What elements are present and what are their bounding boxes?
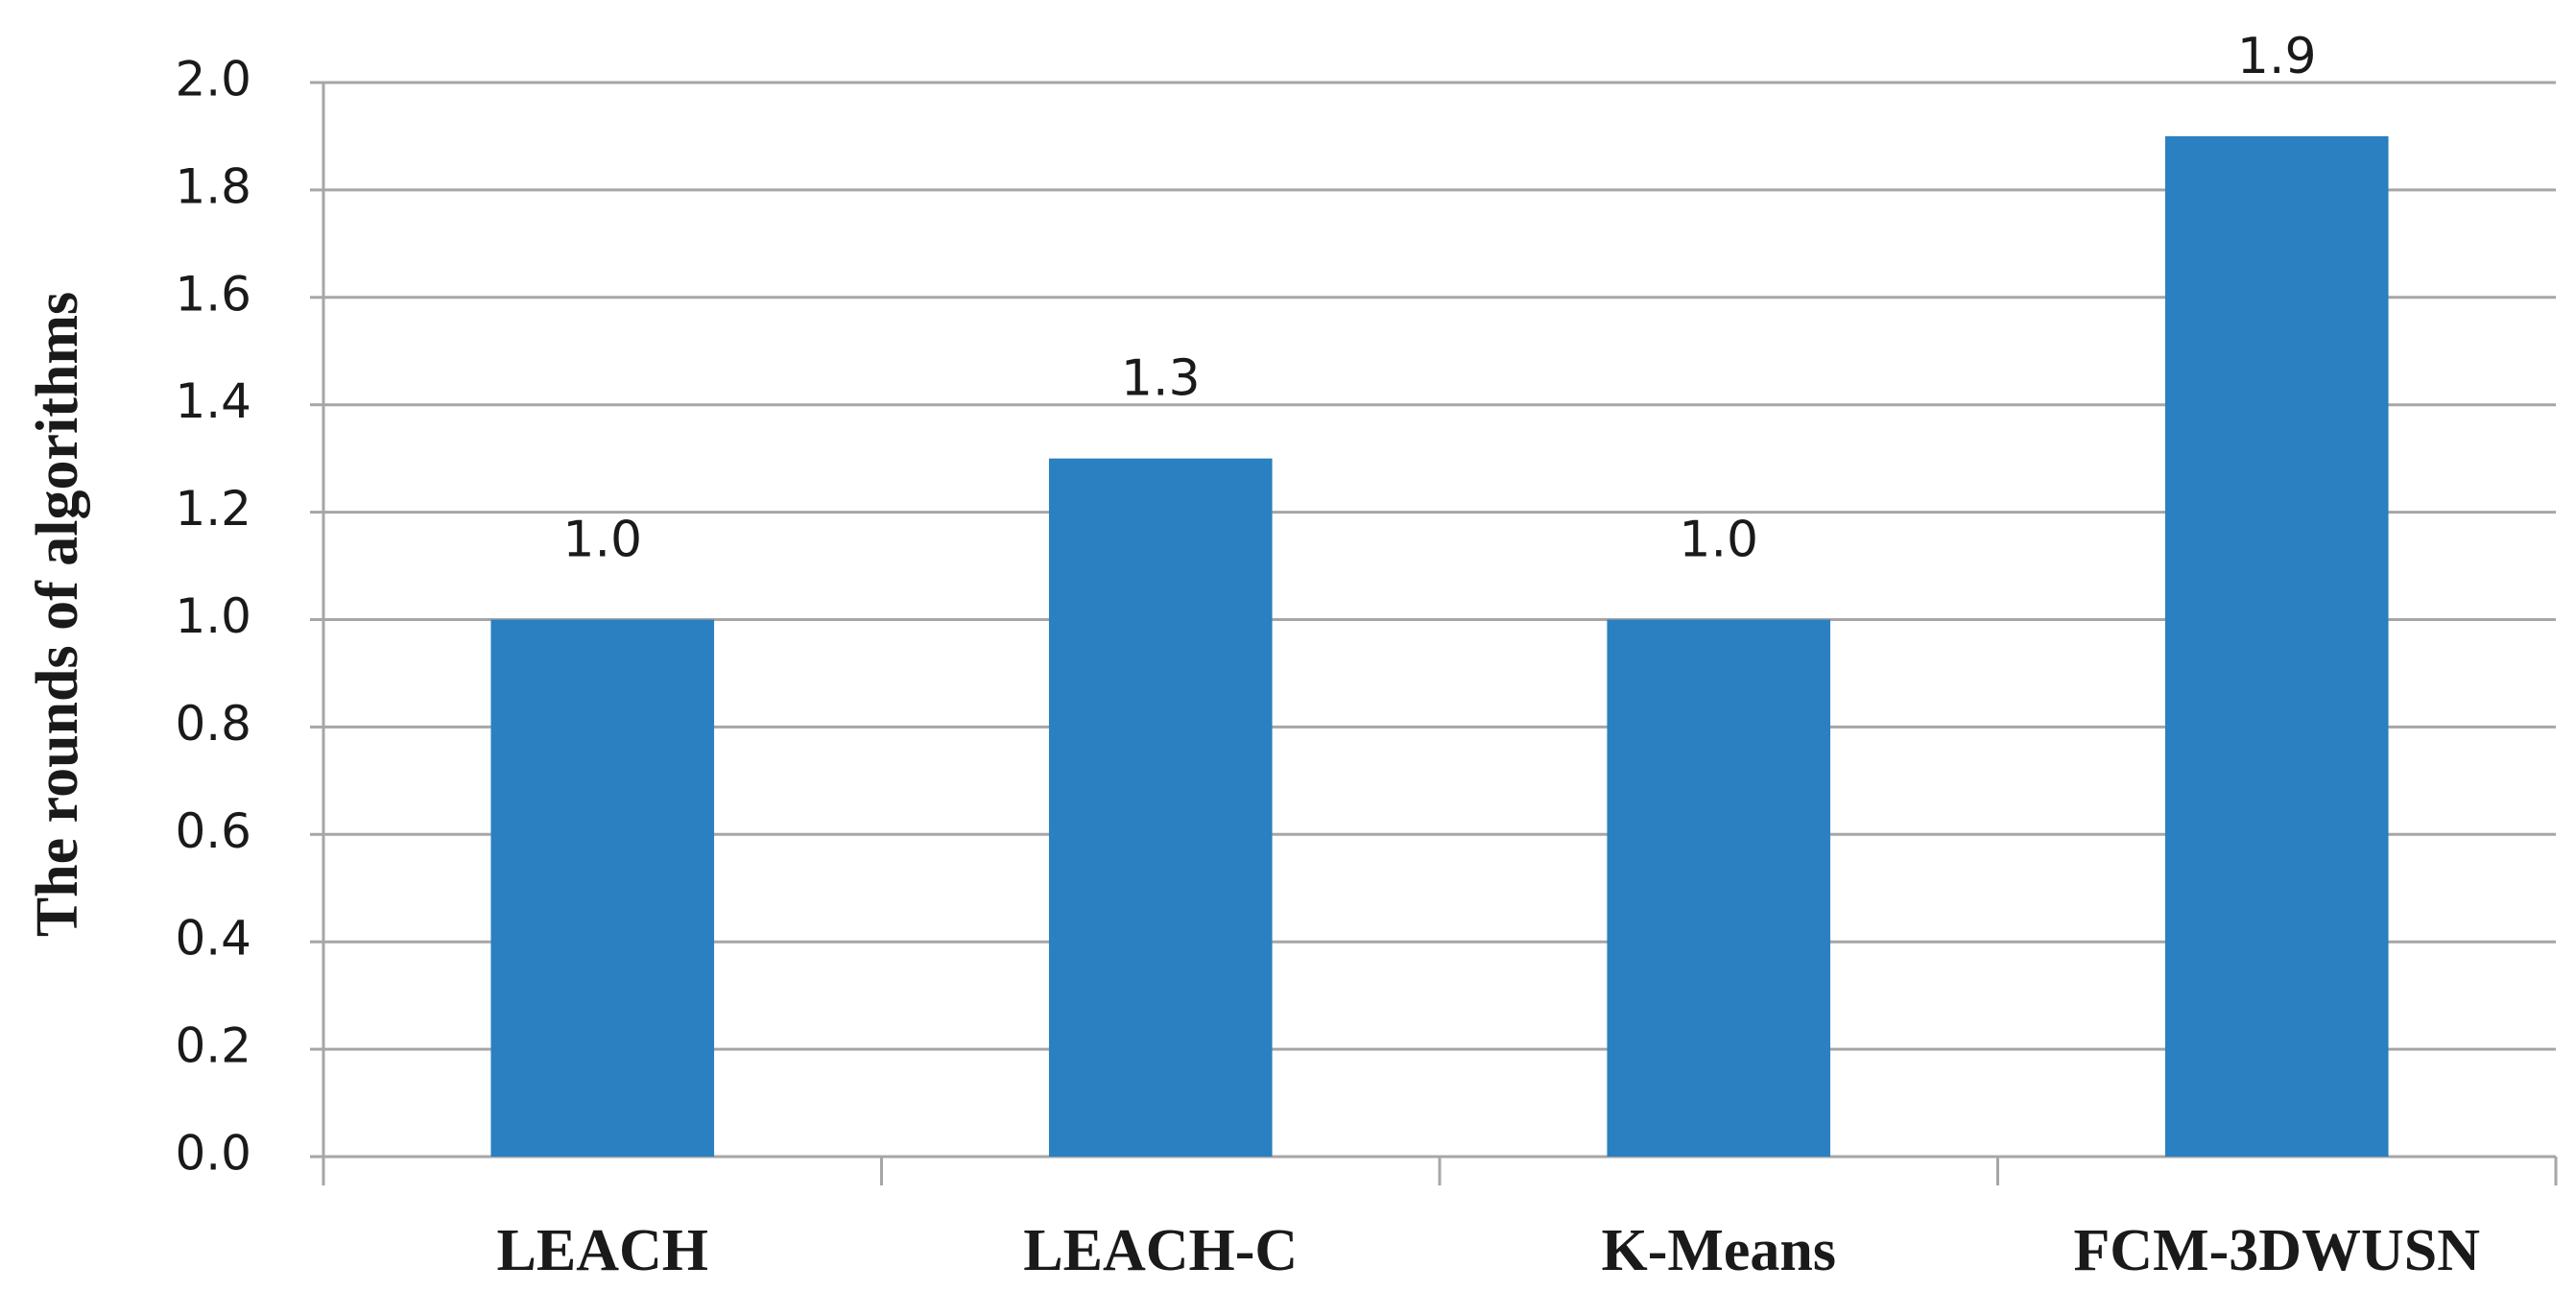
value-label: 1.3 bbox=[1121, 350, 1201, 408]
bar bbox=[2164, 135, 2389, 1158]
value-label: 1.9 bbox=[2237, 28, 2317, 85]
y-tick-label: 0.4 bbox=[175, 911, 251, 967]
bar bbox=[490, 619, 715, 1157]
y-tick-label: 0.6 bbox=[175, 803, 251, 859]
y-tick-label: 0.8 bbox=[175, 696, 251, 752]
value-label: 1.0 bbox=[1679, 512, 1758, 569]
y-tick-label: 1.8 bbox=[175, 158, 251, 214]
bar bbox=[1607, 619, 1831, 1157]
x-tick-label: K-Means bbox=[1601, 1218, 1836, 1283]
x-tick-label: LEACH-C bbox=[1023, 1218, 1298, 1283]
value-label: 1.0 bbox=[562, 512, 642, 569]
y-tick-label: 1.6 bbox=[175, 266, 251, 322]
y-tick-label: 1.4 bbox=[175, 373, 251, 429]
y-tick-label: 2.0 bbox=[175, 52, 251, 108]
bar bbox=[1048, 458, 1273, 1157]
x-tick-label: FCM-3DWUSN bbox=[2073, 1218, 2480, 1283]
y-tick-label: 1.2 bbox=[175, 481, 251, 537]
y-tick-label: 0.0 bbox=[175, 1126, 251, 1182]
x-tick-label: LEACH bbox=[497, 1218, 708, 1283]
y-axis-title: The rounds of algorithms bbox=[25, 292, 90, 937]
y-tick-label: 1.0 bbox=[175, 588, 251, 644]
y-tick-label: 0.2 bbox=[175, 1018, 251, 1074]
